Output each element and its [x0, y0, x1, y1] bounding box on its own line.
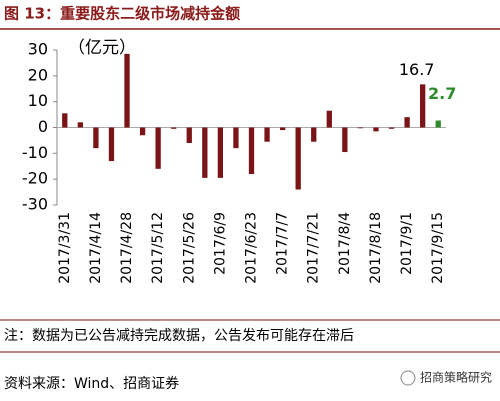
x-tick-label: 2017/4/28	[119, 212, 135, 284]
bar	[342, 127, 348, 153]
bar	[420, 84, 426, 128]
y-tick-label: -20	[22, 169, 48, 188]
bar	[311, 127, 317, 142]
y-tick-label: -30	[22, 195, 48, 214]
bar	[248, 127, 255, 174]
x-tick-label: 2017/9/1	[399, 212, 415, 275]
source: 资料来源：Wind、招商证券	[4, 376, 179, 392]
x-tick-label: 2017/3/31	[57, 212, 73, 284]
bar	[108, 127, 115, 162]
bar	[93, 127, 99, 149]
x-tick-label: 2017/7/21	[306, 212, 322, 284]
bar	[388, 127, 395, 129]
brand-icon	[400, 370, 416, 386]
bar	[124, 53, 130, 128]
bar	[264, 127, 270, 142]
x-tick-label: 2017/9/15	[430, 212, 446, 284]
value-label: 2.7	[428, 84, 456, 103]
bar	[326, 110, 332, 128]
y-tick-label: 10	[28, 91, 48, 110]
note: 注：数据为已公告减持完成数据，公告发布可能存在滞后	[4, 328, 354, 344]
bar	[62, 113, 68, 128]
bar	[279, 127, 286, 131]
bar	[139, 127, 146, 136]
bar	[373, 127, 379, 132]
x-tick-label: 2017/6/9	[212, 212, 228, 275]
unit-label: （亿元）	[68, 38, 136, 58]
x-tick-label: 2017/8/18	[368, 212, 384, 284]
x-tick-label: 2017/8/4	[337, 212, 353, 275]
x-tick-label: 2017/7/7	[275, 212, 291, 275]
x-tick-label: 2017/5/12	[150, 212, 166, 284]
bar	[171, 127, 177, 129]
x-tick-label: 2017/4/14	[88, 212, 104, 284]
bar	[404, 117, 410, 128]
bar	[435, 120, 441, 128]
bar	[77, 122, 83, 128]
bar	[155, 127, 161, 169]
y-tick-label: 30	[28, 40, 48, 59]
bar	[357, 127, 364, 129]
bar	[186, 127, 192, 143]
brand: 招商策略研究	[420, 370, 492, 385]
bar	[295, 127, 301, 190]
y-tick-label: -10	[22, 143, 48, 162]
bar	[202, 127, 208, 178]
x-tick-label: 2017/6/23	[244, 212, 260, 284]
x-tick-label: 2017/5/26	[181, 212, 197, 284]
bar	[233, 127, 239, 149]
chart-title: 图 13：重要股东二级市场减持金额	[4, 5, 240, 23]
value-label: 16.7	[399, 60, 435, 79]
y-tick-label: 20	[28, 65, 48, 84]
y-tick-label: 0	[38, 117, 48, 136]
bar	[217, 127, 224, 178]
